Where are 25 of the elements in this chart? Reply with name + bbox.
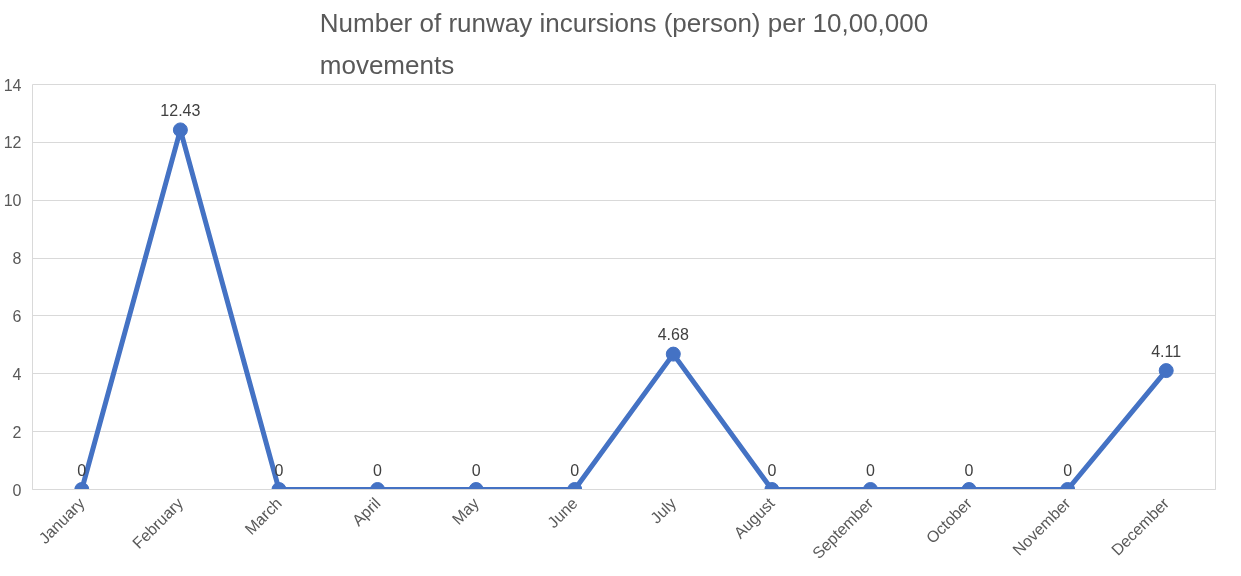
y-tick-label: 2 xyxy=(12,423,22,441)
data-label: 0 xyxy=(866,461,876,479)
point xyxy=(665,346,681,362)
y-tick-label: 4 xyxy=(12,365,22,383)
data-label: 4.11 xyxy=(1151,342,1182,360)
data-label: 0 xyxy=(274,461,284,479)
y-tick-label: 8 xyxy=(12,250,22,268)
data-label: 0 xyxy=(964,461,974,479)
data-label: 0 xyxy=(570,461,580,479)
chart-title: Number of runway incursions (person) per 10,00,000 movements xyxy=(319,7,929,80)
data-label: 0 xyxy=(77,461,87,479)
data-label: 0 xyxy=(767,461,777,479)
y-tick-label: 10 xyxy=(3,192,22,210)
data-label: 4.68 xyxy=(657,326,689,344)
x-tick-label: July xyxy=(647,494,680,527)
y-tick-label: 6 xyxy=(12,307,22,325)
y-tick-label: 0 xyxy=(12,481,22,499)
y-tick-label: 14 xyxy=(3,76,22,94)
data-label: 0 xyxy=(471,461,481,479)
point xyxy=(172,122,188,138)
data-label: 0 xyxy=(373,461,383,479)
data-label: 0 xyxy=(1063,461,1073,479)
y-tick-label: 12 xyxy=(3,134,22,152)
data-label: 12.43 xyxy=(160,101,201,119)
x-tick-label: May xyxy=(448,494,483,528)
